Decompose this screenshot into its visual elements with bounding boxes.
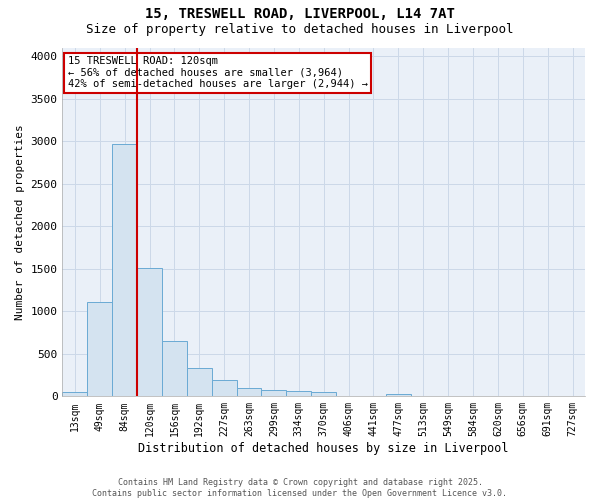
X-axis label: Distribution of detached houses by size in Liverpool: Distribution of detached houses by size … — [139, 442, 509, 455]
Bar — [386, 394, 411, 396]
Bar — [62, 392, 88, 396]
Text: 15 TRESWELL ROAD: 120sqm
← 56% of detached houses are smaller (3,964)
42% of sem: 15 TRESWELL ROAD: 120sqm ← 56% of detach… — [68, 56, 368, 90]
Bar — [236, 388, 262, 396]
Bar — [112, 144, 137, 396]
Text: Contains HM Land Registry data © Crown copyright and database right 2025.
Contai: Contains HM Land Registry data © Crown c… — [92, 478, 508, 498]
Text: Size of property relative to detached houses in Liverpool: Size of property relative to detached ho… — [86, 22, 514, 36]
Bar — [187, 368, 212, 396]
Bar — [311, 392, 336, 396]
Bar — [162, 341, 187, 396]
Bar — [286, 391, 311, 396]
Bar — [262, 390, 286, 396]
Bar — [88, 302, 112, 396]
Bar — [137, 268, 162, 396]
Bar — [212, 380, 236, 396]
Y-axis label: Number of detached properties: Number of detached properties — [15, 124, 25, 320]
Text: 15, TRESWELL ROAD, LIVERPOOL, L14 7AT: 15, TRESWELL ROAD, LIVERPOOL, L14 7AT — [145, 8, 455, 22]
